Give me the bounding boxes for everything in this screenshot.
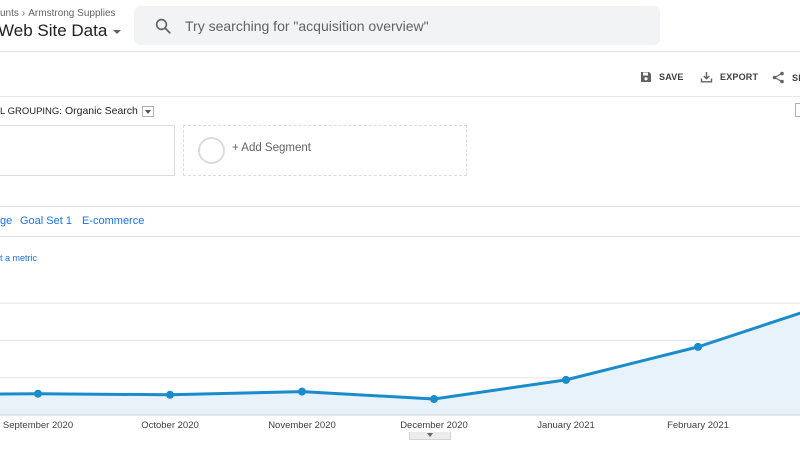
data-point-january-2021[interactable] — [562, 375, 570, 384]
data-point-february-2021[interactable] — [694, 342, 702, 351]
save-label: SAVE — [659, 72, 684, 82]
breadcrumb-item-property[interactable]: Armstrong Supplies — [28, 8, 116, 19]
export-icon — [700, 72, 713, 83]
select-metric-link[interactable]: t a metric — [0, 253, 38, 263]
chart-area: September 2020 October 2020 November 2020 D… — [0, 237, 800, 450]
share-label: SI — [792, 72, 800, 83]
grouping-value: Organic Search — [64, 105, 138, 117]
x-tick-label: December 2020 — [400, 420, 468, 431]
view-selector[interactable]: Web Site Data — [0, 21, 122, 41]
tab-goal-set-1[interactable]: Goal Set 1 — [20, 215, 72, 227]
add-segment-button[interactable]: + Add Segment — [183, 125, 467, 176]
search-input[interactable] — [185, 15, 625, 37]
breadcrumb-item-accounts[interactable]: unts — [0, 8, 19, 19]
date-range-dropdown[interactable] — [795, 103, 800, 117]
grouping-label: L GROUPING: — [0, 105, 62, 117]
tab-usage[interactable]: ge — [0, 215, 13, 227]
segment-bar: L GROUPING: Organic Search s + Add Segme… — [0, 97, 800, 207]
breadcrumb: unts › Armstrong Supplies — [0, 8, 116, 19]
channel-grouping: L GROUPING: Organic Search — [0, 105, 154, 117]
data-point-december-2020[interactable] — [430, 395, 438, 404]
data-point-november-2020[interactable] — [298, 387, 306, 396]
share-icon — [772, 71, 784, 84]
line-chart: September 2020 October 2020 November 2020 D… — [0, 302, 800, 431]
explorer-tabs: ge Goal Set 1 E-commerce — [0, 207, 800, 237]
x-tick-label: October 2020 — [141, 420, 199, 431]
x-tick-label: November 2020 — [268, 420, 336, 431]
chart-scroll-handle[interactable] — [409, 432, 451, 440]
add-segment-label: + Add Segment — [232, 142, 311, 154]
save-icon — [641, 72, 651, 82]
x-tick-label: January 2021 — [537, 420, 595, 431]
series-line — [0, 311, 800, 401]
view-name: Web Site Data — [0, 21, 108, 40]
export-button[interactable]: EXPORT — [700, 71, 758, 83]
chevron-right-icon: › — [21, 8, 26, 19]
share-button[interactable]: SI — [772, 71, 800, 84]
current-segment-card[interactable]: s — [0, 125, 175, 176]
x-tick-label: September 2020 — [3, 420, 73, 431]
add-segment-circle-icon — [198, 137, 225, 164]
data-point-october-2020[interactable] — [166, 390, 174, 399]
data-point-september-2020[interactable] — [34, 389, 42, 398]
save-button[interactable]: SAVE — [640, 71, 684, 83]
report-toolbar: SAVE EXPORT SI — [0, 52, 800, 97]
caret-down-icon — [113, 30, 122, 34]
tab-ecommerce[interactable]: E-commerce — [82, 215, 145, 227]
grouping-dropdown-icon[interactable] — [141, 105, 154, 117]
search-icon — [155, 18, 171, 34]
search-box[interactable] — [134, 6, 660, 45]
series-area — [0, 313, 800, 415]
export-label: EXPORT — [720, 72, 759, 82]
header: unts › Armstrong Supplies Web Site Data — [0, 0, 800, 52]
x-tick-label: February 2021 — [667, 420, 729, 431]
